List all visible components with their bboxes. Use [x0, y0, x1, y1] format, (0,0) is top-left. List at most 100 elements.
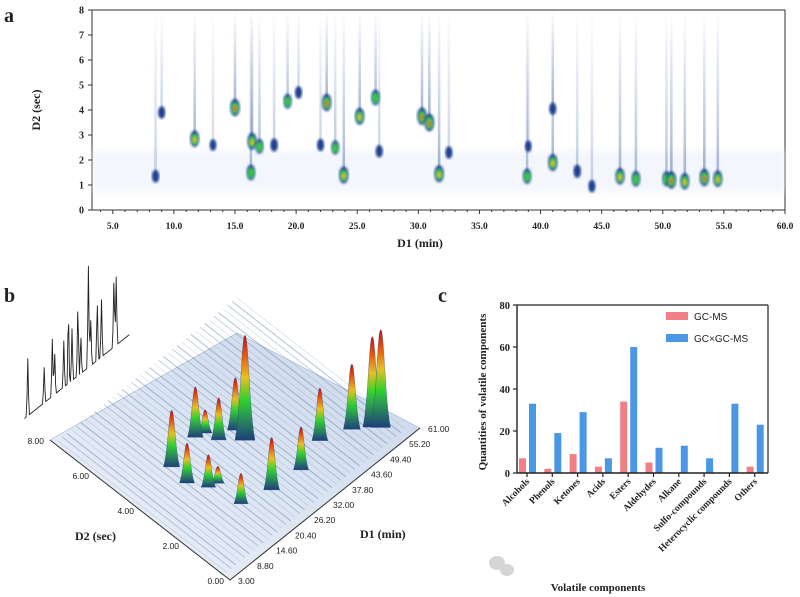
peak-core	[683, 179, 687, 185]
peak	[699, 168, 710, 187]
surface-ridge	[80, 422, 250, 555]
legend-swatch-gcms	[666, 312, 688, 320]
peak	[417, 107, 427, 125]
surface-ridge	[204, 323, 374, 456]
x-tick-label: 45.0	[593, 222, 610, 232]
surface-ridge	[176, 345, 347, 478]
x-tick-label: 55.0	[716, 222, 733, 232]
watermark-wechat-icon	[489, 556, 514, 576]
surface-ridge	[94, 411, 264, 544]
peak-core	[233, 105, 237, 112]
bar-gcxgcms	[731, 403, 739, 473]
peak-streak	[193, 10, 196, 139]
surface-ridge	[222, 308, 392, 441]
legend-label-gcms: GC-MS	[694, 312, 728, 323]
peak-streak	[618, 10, 622, 177]
bar-gcms	[519, 458, 526, 473]
category-label: Ketones	[553, 477, 583, 507]
panel-label-b: b	[4, 285, 15, 307]
surface-peak	[370, 329, 391, 428]
panel-label-a: a	[4, 5, 14, 27]
peak-mid	[372, 92, 379, 104]
surface-ridge	[130, 381, 301, 514]
y-tick-label-b: 6.00	[72, 471, 89, 481]
surface-ridge	[71, 429, 241, 562]
surface-peak	[210, 397, 227, 441]
y-tick-label-c: 60	[500, 343, 511, 354]
peak-streak	[437, 10, 441, 174]
y-axis-label-a: D2 (sec)	[29, 90, 43, 131]
peak-streak	[575, 10, 579, 172]
bar-gcxgcms	[706, 458, 714, 473]
peaks	[151, 86, 723, 193]
surface-ridge	[140, 374, 310, 507]
peak	[316, 138, 325, 152]
bar-gcms	[746, 466, 754, 473]
x-axis-a: 5.0 10.0 15.0 20.0 25.0 30.0 35.0 40.0 45.0 50.0 5…	[100, 210, 794, 232]
peak-streak	[716, 10, 720, 179]
surface-ridge	[172, 348, 342, 481]
peak-streak	[703, 10, 706, 178]
y-tick-label-b: 4.00	[117, 506, 134, 516]
peak	[573, 164, 582, 178]
bar-gcms	[569, 454, 577, 473]
peak-core	[420, 114, 424, 120]
x-axis-label-c: Volatile components	[551, 582, 646, 594]
peak	[445, 146, 453, 159]
peak-streak	[527, 10, 530, 147]
y-tick-label: 3	[79, 131, 84, 142]
peak-streak	[258, 10, 261, 147]
peak-streak	[590, 10, 594, 187]
x-tick-label-b: 37.80	[352, 485, 374, 495]
panel-a-2d-chromatogram: a 0 1 2 3 4 5 6 7 8 5.0 10.0 15.0 20.0 25.0 30.0 35.0 4…	[4, 5, 794, 250]
x-tick-label: 40.0	[532, 222, 549, 232]
surface-ridge	[181, 341, 351, 474]
surface-peak	[343, 364, 361, 430]
x-tick-label: 15.0	[227, 222, 244, 232]
y-tick-label: 0	[79, 206, 84, 217]
peak-core	[193, 137, 197, 143]
peak-core	[427, 120, 431, 127]
x-tick-label: 25.0	[349, 222, 366, 232]
peak-streak	[358, 10, 361, 117]
surface-ridge	[117, 392, 287, 525]
surface-peak	[234, 335, 256, 441]
y-axis-c: 0 20 40 60 80	[500, 301, 517, 480]
peak-core	[325, 100, 329, 107]
y-tick-label: 2	[79, 156, 84, 167]
peak-outer	[445, 146, 453, 159]
peak	[680, 173, 690, 190]
y-tick-label-c: 0	[505, 469, 510, 480]
x-tick-label-b: 14.60	[276, 546, 298, 556]
peak-streak	[160, 10, 163, 113]
peak-streak	[420, 10, 424, 117]
peak-core	[618, 174, 622, 180]
peak	[615, 168, 625, 185]
surface-peak	[311, 387, 329, 441]
peak-outer	[151, 169, 160, 183]
peak	[247, 132, 257, 150]
surface-peak	[263, 437, 280, 491]
bars	[519, 347, 764, 473]
surface-ridge	[62, 436, 232, 569]
surface-peak	[293, 426, 309, 471]
peak	[255, 138, 264, 154]
peak-core	[437, 172, 441, 178]
peak	[158, 106, 166, 119]
peak-mid	[632, 174, 639, 185]
peak-streak	[374, 10, 377, 98]
x-axis-label-b: D1 (min)	[360, 527, 406, 541]
peak-outer	[316, 138, 325, 152]
peak-core	[702, 175, 706, 182]
peak-streak	[670, 10, 673, 180]
peak	[294, 86, 303, 99]
peak-streak	[233, 10, 237, 108]
category-label: Acids	[585, 477, 608, 500]
y-tick-label-b: 2.00	[162, 541, 179, 551]
peak-outer	[549, 102, 557, 115]
y-tick-label: 6	[79, 56, 84, 67]
y-tick-label-c: 40	[500, 385, 511, 396]
peak-streak	[551, 10, 555, 163]
peak-streak	[272, 10, 276, 145]
